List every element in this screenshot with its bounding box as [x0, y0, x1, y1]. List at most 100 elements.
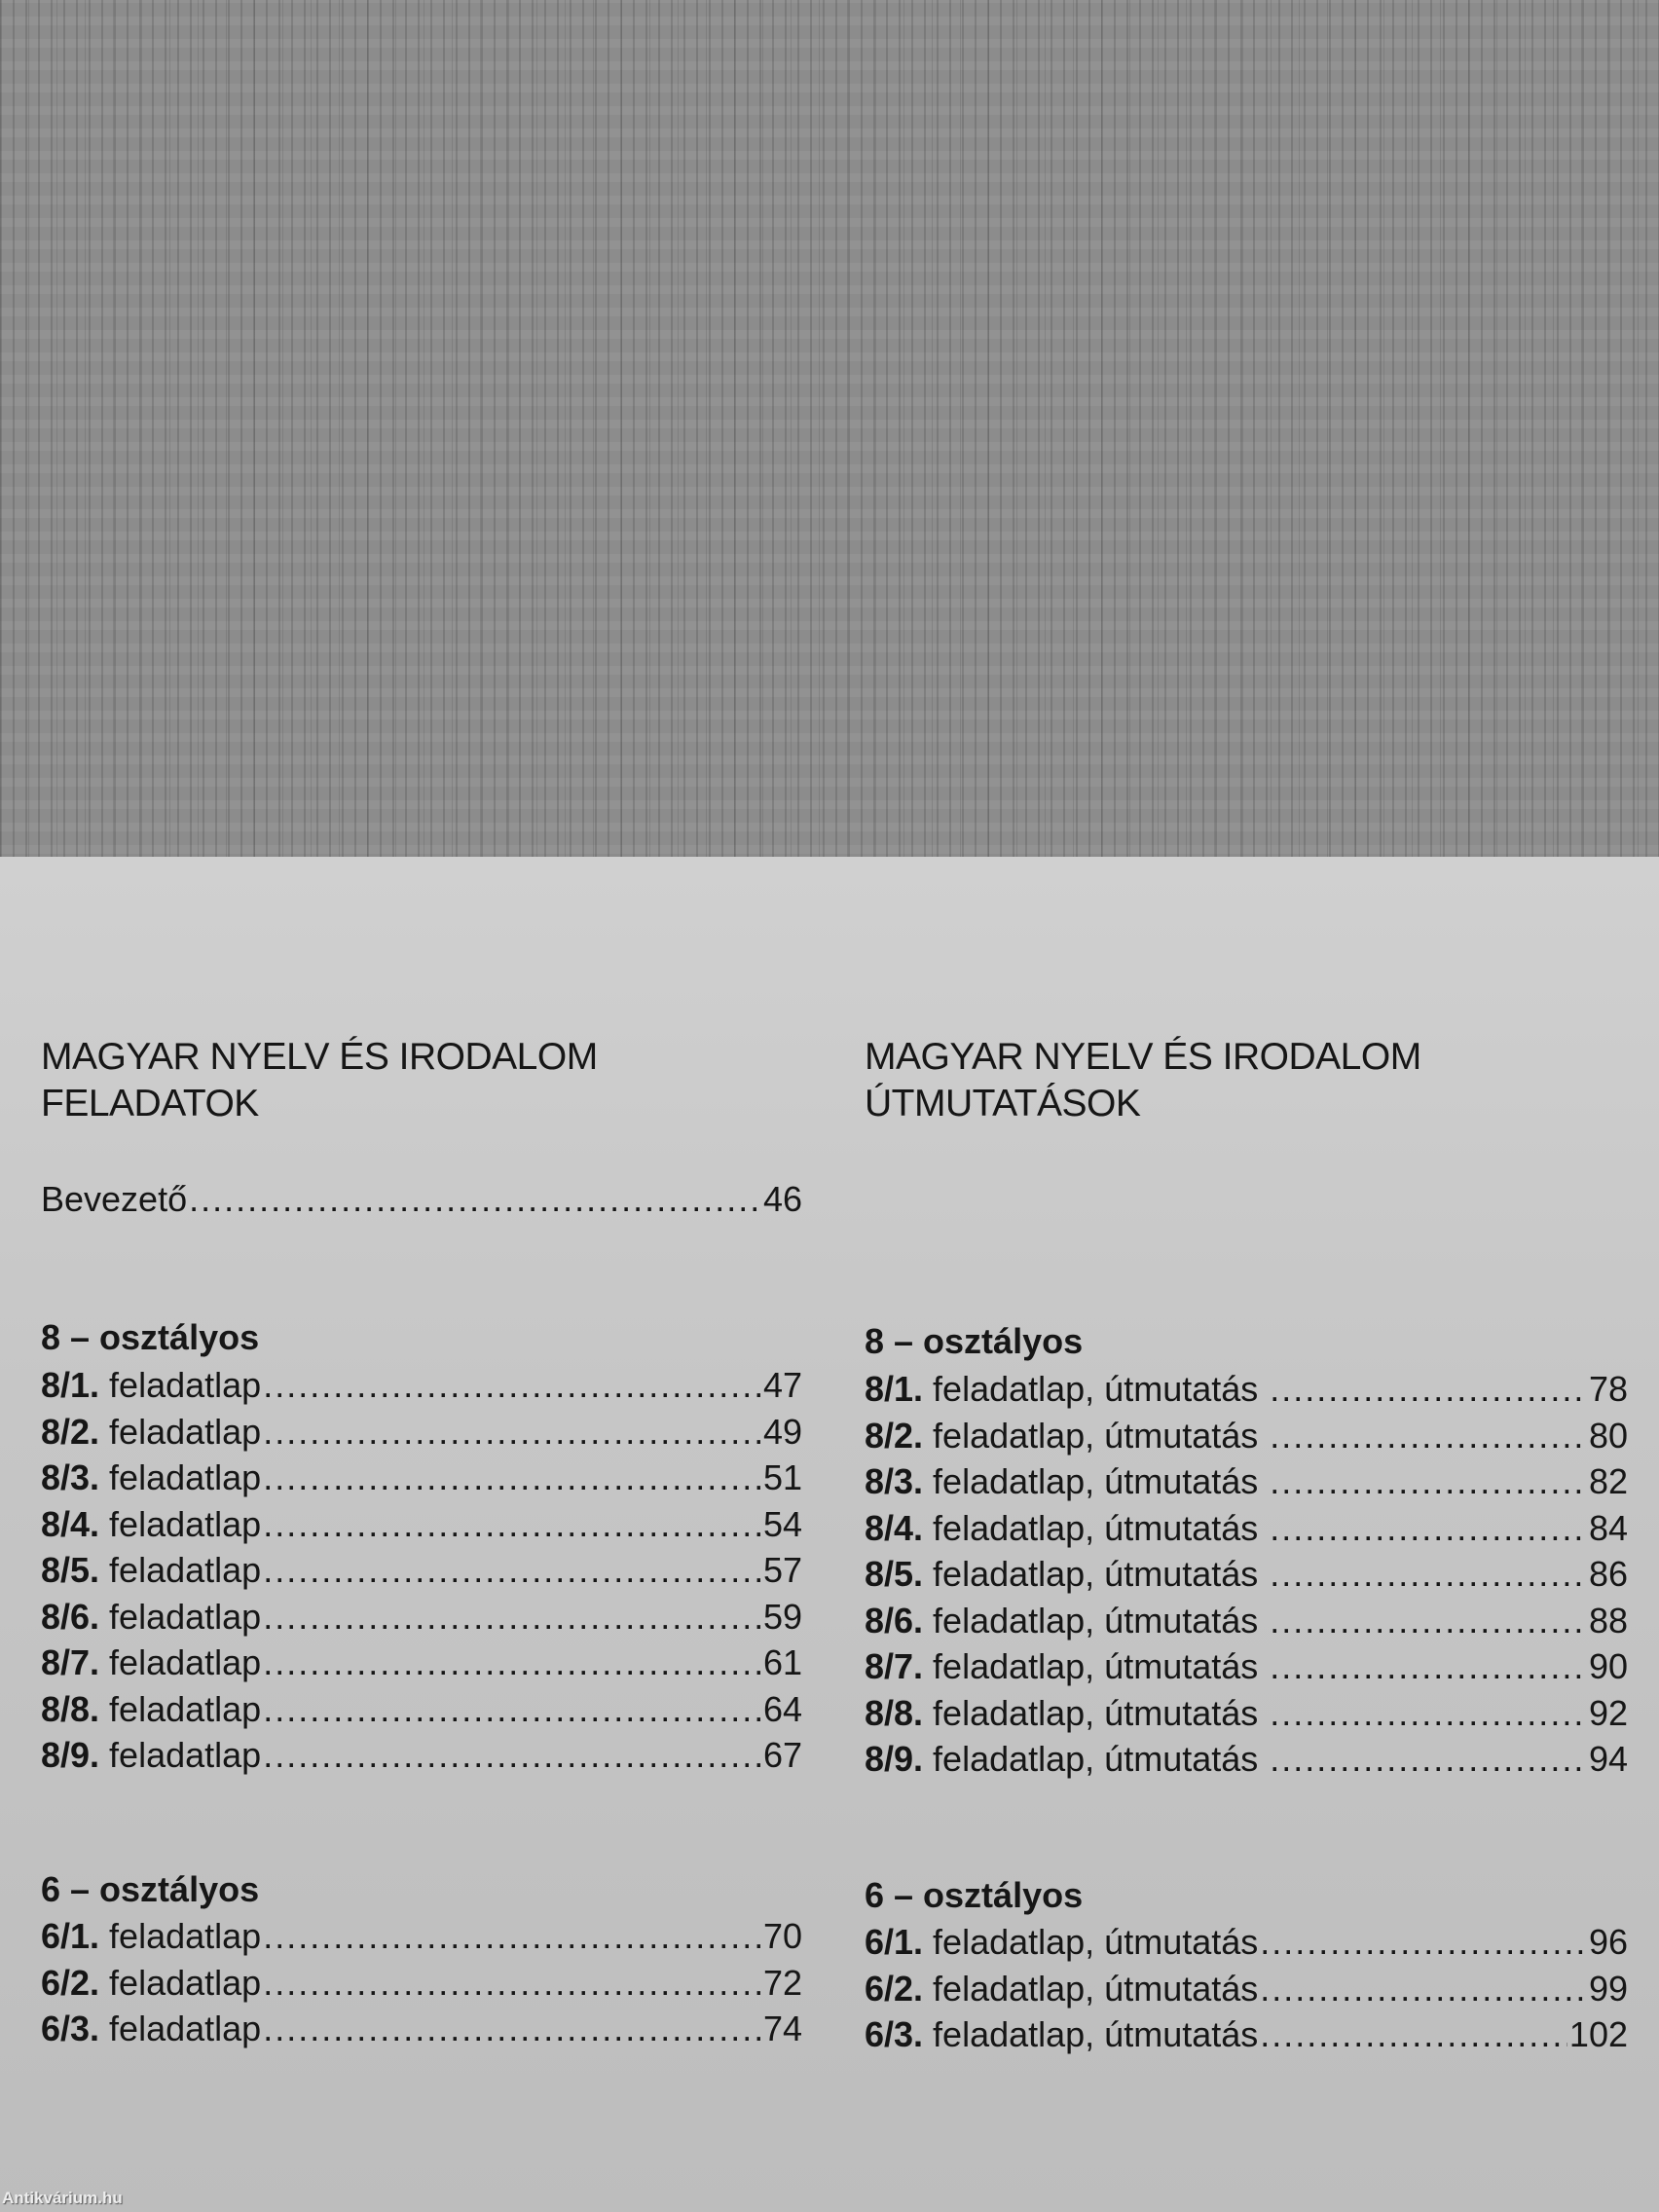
dot-leader	[263, 1595, 761, 1640]
entry-number: 8/4.	[41, 1503, 100, 1544]
entry-label: feladatlap	[99, 2009, 262, 2048]
entry-label: feladatlap	[99, 1962, 262, 2003]
entry-number: 8/3.	[865, 1461, 924, 1501]
entry-label: feladatlap	[99, 1503, 262, 1544]
watermark-logo: Antikvárium.hu	[2, 2189, 123, 2207]
section-heading-6: 6 – osztályos	[41, 1869, 260, 1909]
left-heading-line2: FELADATOK	[41, 1083, 259, 1124]
entry-number: 8/6.	[865, 1600, 924, 1641]
page-number: 78	[1588, 1369, 1628, 1409]
dot-leader	[263, 1363, 761, 1408]
left-column: MAGYAR NYELV ÉS IRODALOM FELADATOK Bevez…	[41, 0, 802, 2212]
page-number: 80	[1588, 1415, 1628, 1456]
dot-leader	[1260, 1967, 1587, 2011]
toc-entry: 8/9. feladatlap, útmutatás 94	[865, 1737, 1628, 1782]
page-number: 46	[762, 1179, 802, 1219]
toc-entry: 8/6. feladatlap, útmutatás 88	[865, 1599, 1628, 1643]
toc-entry: 8/7. feladatlap, útmutatás 90	[865, 1644, 1628, 1689]
entry-number: 8/1.	[41, 1365, 100, 1405]
dot-leader	[263, 1502, 761, 1547]
dot-leader	[1270, 1506, 1587, 1551]
toc-entry: 8/2. feladatlap 49	[41, 1410, 802, 1455]
toc-entry: 6/1. feladatlap, útmutatás 96	[865, 1920, 1628, 1965]
toc-entry: 8/1. feladatlap, útmutatás 78	[865, 1367, 1628, 1412]
page-number: 64	[762, 1688, 802, 1729]
page-number: 70	[762, 1916, 802, 1956]
section-heading-6: 6 – osztályos	[865, 1875, 1084, 1915]
dot-leader	[1270, 1691, 1587, 1736]
entry-number: 8/4.	[865, 1507, 924, 1548]
dot-leader	[1270, 1737, 1587, 1782]
dot-leader	[263, 1548, 761, 1593]
entry-label: feladatlap	[99, 1916, 262, 1956]
entry-number: 8/8.	[865, 1692, 924, 1733]
entry-label: feladatlap, útmutatás	[923, 1461, 1269, 1501]
dot-leader	[263, 1914, 761, 1959]
toc-entry: 8/7. feladatlap 61	[41, 1641, 802, 1685]
entry-label: feladatlap, útmutatás	[923, 1646, 1269, 1686]
toc-entry: 8/4. feladatlap, útmutatás 84	[865, 1506, 1628, 1551]
entry-number: 8/5.	[865, 1554, 924, 1594]
dot-leader	[1270, 1644, 1587, 1689]
dot-leader	[263, 1456, 761, 1500]
entry-number: 6/3.	[41, 2009, 100, 2048]
toc-entry: 6/3. feladatlap 74	[41, 2007, 802, 2051]
entry-number: 8/9.	[865, 1739, 924, 1779]
dot-leader	[1270, 1599, 1587, 1643]
entry-number: 8/7.	[41, 1642, 100, 1682]
dot-leader	[189, 1177, 761, 1222]
entry-number: 8/1.	[865, 1369, 924, 1409]
entry-label: feladatlap, útmutatás	[923, 1369, 1269, 1409]
entry-number: 6/3.	[865, 2014, 924, 2054]
entry-label: feladatlap	[99, 1642, 262, 1682]
page-number: 82	[1588, 1461, 1628, 1501]
page-number: 94	[1588, 1739, 1628, 1779]
entry-label: feladatlap	[99, 1365, 262, 1405]
page-number: 74	[762, 2009, 802, 2048]
entry-number: 6/2.	[865, 1968, 924, 2009]
entry-number: 8/9.	[41, 1735, 100, 1775]
section-heading-8: 8 – osztályos	[865, 1321, 1084, 1361]
book-cover-texture	[0, 0, 1659, 876]
section-heading-8: 8 – osztályos	[41, 1317, 260, 1357]
page-number: 47	[762, 1365, 802, 1405]
entry-number: 8/5.	[41, 1550, 100, 1590]
toc-entry: 8/1. feladatlap 47	[41, 1363, 802, 1408]
toc-entry: 6/2. feladatlap, útmutatás 99	[865, 1967, 1628, 2011]
toc-entry: 8/4. feladatlap 54	[41, 1502, 802, 1547]
entry-number: 8/2.	[41, 1411, 100, 1452]
toc-entry: 8/9. feladatlap 67	[41, 1733, 802, 1778]
toc-entry: 8/6. feladatlap 59	[41, 1595, 802, 1640]
page-number: 61	[762, 1642, 802, 1682]
entry-label: feladatlap	[99, 1457, 262, 1497]
dot-leader	[1260, 1920, 1587, 1965]
right-column: MAGYAR NYELV ÉS IRODALOM ÚTMUTATÁSOK 8 –…	[865, 0, 1628, 2212]
page-number: 102	[1568, 2014, 1628, 2054]
entry-number: 6/1.	[41, 1916, 100, 1956]
page-number: 72	[762, 1962, 802, 2003]
entry-number: 8/8.	[41, 1688, 100, 1729]
entry-label: feladatlap	[99, 1550, 262, 1590]
page-number: 67	[762, 1735, 802, 1775]
right-heading-line1: MAGYAR NYELV ÉS IRODALOM	[865, 1036, 1421, 1078]
entry-label: feladatlap	[99, 1735, 262, 1775]
page-number: 99	[1588, 1968, 1628, 2009]
toc-entry: 8/3. feladatlap, útmutatás 82	[865, 1459, 1628, 1504]
page-number: 90	[1588, 1646, 1628, 1686]
entry-number: 6/1.	[865, 1922, 924, 1962]
page-number: 86	[1588, 1554, 1628, 1594]
entry-label: feladatlap, útmutatás	[923, 1415, 1269, 1456]
page-number: 51	[762, 1457, 802, 1497]
dot-leader	[1260, 2012, 1567, 2057]
dot-leader	[263, 2007, 761, 2051]
entry-label: feladatlap, útmutatás	[923, 1739, 1269, 1779]
entry-number: 8/6.	[41, 1596, 100, 1637]
page-number: 96	[1588, 1922, 1628, 1962]
dot-leader	[263, 1961, 761, 2006]
entry-label: Bevezető	[41, 1179, 188, 1219]
toc-entry: 6/1. feladatlap 70	[41, 1914, 802, 1959]
toc-entry: 8/8. feladatlap, útmutatás 92	[865, 1691, 1628, 1736]
page-number: 88	[1588, 1600, 1628, 1641]
page-number: 57	[762, 1550, 802, 1590]
toc-entry: 8/2. feladatlap, útmutatás 80	[865, 1414, 1628, 1458]
